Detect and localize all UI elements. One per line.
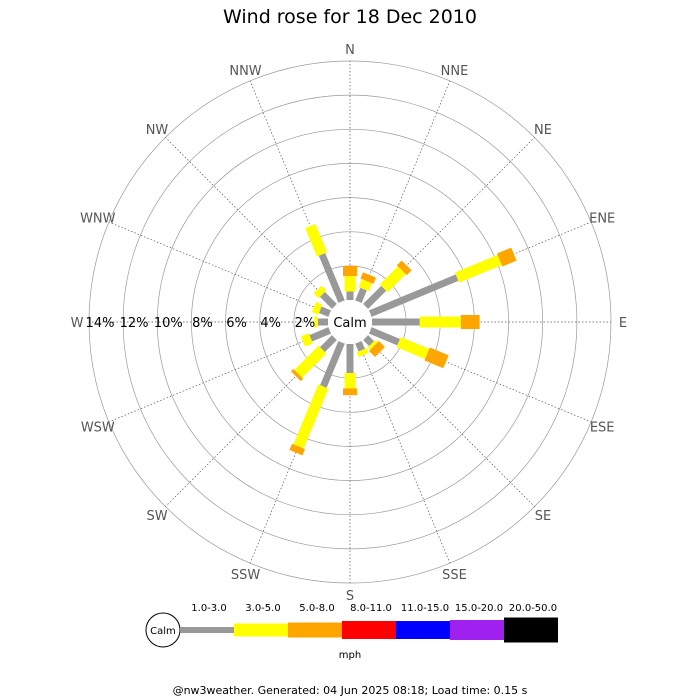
direction-label-ssw: SSW [231, 568, 261, 583]
ring-label-6%: 6% [226, 316, 247, 331]
bar-sse-1.0-3.0 [355, 340, 365, 352]
direction-label-ese: ESE [590, 421, 615, 436]
legend-label-8.0-11.0: 8.0-11.0 [350, 603, 392, 614]
bar-nne-1.0-3.0 [355, 287, 367, 304]
bar-se-1.0-3.0 [363, 335, 375, 347]
bar-nnw-3.0-5.0 [305, 223, 328, 257]
bar-nne-3.0-5.0 [358, 279, 372, 292]
legend-label-15.0-20.0: 15.0-20.0 [455, 603, 503, 614]
direction-labels: N NNE NE ENE E ESE SE SSE S SSW SW WSW W WNW NW NNW [71, 43, 628, 604]
legend-swatch-11.0-15.0 [396, 621, 450, 639]
ring-label-14%: 14% [86, 316, 115, 331]
bar-se-3.0-5.0 [367, 339, 378, 350]
spoke-nw [165, 137, 335, 307]
bar-nnw-1.0-3.0 [318, 253, 345, 304]
legend-label-5.0-8.0: 5.0-8.0 [299, 603, 334, 614]
spoke-sse [358, 342, 451, 564]
grid-ring-10 [156, 128, 544, 516]
bar-sw-5.0-8.0 [290, 368, 304, 382]
bar-ene-1.0-3.0 [368, 274, 459, 317]
legend-swatch-3.0-5.0 [234, 623, 288, 637]
bar-ene-3.0-5.0 [454, 254, 502, 283]
ring-label-10%: 10% [154, 316, 183, 331]
spoke-nne [358, 80, 451, 302]
bar-sse-3.0-5.0 [356, 348, 369, 357]
ring-labels: 2% 4% 6% 8% 10% 12% 14% [86, 316, 316, 331]
bar-sw-1.0-3.0 [319, 335, 337, 353]
bar-sw-3.0-5.0 [294, 345, 327, 378]
legend-label-3.0-5.0: 3.0-5.0 [245, 603, 280, 614]
bar-ne-1.0-3.0 [363, 285, 387, 309]
ring-label-12%: 12% [120, 316, 149, 331]
polar-grid [88, 60, 612, 584]
grid-ring-12 [122, 94, 578, 550]
chart-title: Wind rose for 18 Dec 2010 [223, 6, 477, 28]
legend-swatch-20.0-50.0 [504, 617, 558, 643]
legend-label-20.0-50.0: 20.0-50.0 [509, 603, 557, 614]
ring-label-4%: 4% [260, 316, 281, 331]
bar-ssw-3.0-5.0 [293, 384, 329, 449]
direction-label-sw: SW [146, 509, 167, 524]
speed-legend: Calm 1.0-3.0 3.0-5.0 5.0-8.0 8.0-11.0 11.0-15… [145, 603, 558, 661]
direction-label-se: SE [535, 509, 551, 524]
legend-swatch-8.0-11.0 [342, 621, 396, 639]
bar-ssw-5.0-8.0 [289, 443, 305, 456]
bar-ne-5.0-8.0 [396, 260, 412, 276]
ring-label-8%: 8% [192, 316, 213, 331]
direction-label-sse: SSE [442, 568, 467, 583]
bar-wnw-3.0-5.0 [311, 301, 323, 315]
ring-label-2%: 2% [295, 316, 316, 331]
direction-label-wnw: WNW [80, 212, 116, 227]
direction-label-ne: NE [534, 123, 552, 138]
bar-wnw-1.0-3.0 [318, 306, 332, 317]
bar-ese-5.0-8.0 [424, 347, 449, 369]
legend-unit: mph [339, 650, 361, 661]
spoke-wnw [108, 221, 330, 314]
bar-se-5.0-8.0 [369, 341, 385, 357]
direction-label-n: N [345, 43, 355, 58]
direction-label-s: S [346, 589, 354, 604]
bar-ese-1.0-3.0 [368, 327, 401, 346]
bar-nne-5.0-8.0 [360, 272, 376, 284]
calm-label: Calm [333, 316, 366, 331]
bar-ne-3.0-5.0 [379, 266, 406, 293]
bar-nw-3.0-5.0 [313, 285, 327, 299]
bar-ssw-1.0-3.0 [320, 340, 345, 388]
bar-wsw-1.0-3.0 [309, 327, 332, 342]
direction-label-wsw: WSW [81, 421, 115, 436]
legend-swatch-1.0-3.0 [180, 627, 234, 633]
bar-ese-3.0-5.0 [396, 337, 430, 359]
legend-label-1.0-3.0: 1.0-3.0 [191, 603, 226, 614]
direction-label-w: W [71, 316, 84, 331]
legend-calm-label: Calm [150, 626, 176, 637]
direction-label-nw: NW [146, 123, 169, 138]
bar-wsw-3.0-5.0 [300, 333, 313, 347]
direction-label-nne: NNE [441, 64, 469, 79]
bar-ene-5.0-8.0 [497, 247, 517, 267]
spoke-se [365, 337, 535, 507]
legend-label-11.0-15.0: 11.0-15.0 [401, 603, 449, 614]
calm-center: Calm [328, 300, 372, 344]
footer-text: @nw3weather. Generated: 04 Jun 2025 08:1… [173, 684, 528, 697]
wind-bars [289, 223, 517, 456]
spoke-wsw [108, 330, 330, 423]
legend-swatch-5.0-8.0 [288, 622, 342, 638]
direction-label-ene: ENE [589, 212, 615, 227]
direction-label-nnw: NNW [229, 64, 261, 79]
calm-circle [328, 300, 372, 344]
bar-nw-1.0-3.0 [319, 291, 337, 309]
direction-label-e: E [619, 316, 627, 331]
legend-swatch-15.0-20.0 [450, 620, 504, 640]
